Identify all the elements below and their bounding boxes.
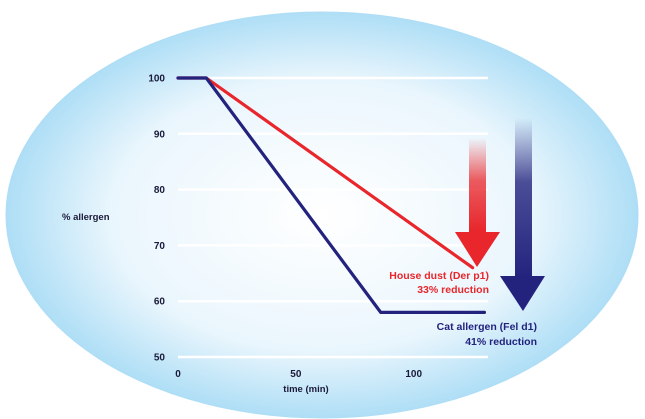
x-axis-title: time (min) [283, 384, 328, 395]
y-tick-label: 90 [154, 129, 166, 140]
y-tick-labels: 100 90 80 70 60 50 [148, 74, 165, 364]
cat-allergen-reduction: 41% reduction [465, 336, 537, 348]
house-dust-reduction: 33% reduction [417, 284, 489, 296]
x-tick-label: 0 [175, 369, 181, 380]
y-tick-label: 50 [154, 353, 166, 364]
house-dust-arrow [455, 138, 500, 267]
x-tick-label: 100 [405, 369, 422, 380]
y-axis-title: % allergen [62, 212, 110, 223]
y-tick-label: 60 [154, 297, 166, 308]
y-tick-label: 80 [154, 185, 166, 196]
grid-lines [178, 76, 488, 359]
x-tick-labels: 0 50 100 [175, 369, 422, 380]
house-dust-label: House dust (Der p1) [389, 270, 489, 282]
series-lines [176, 76, 487, 314]
series-line-1 [176, 76, 487, 314]
oval-background [2, 8, 642, 419]
y-tick-label: 70 [154, 241, 166, 252]
y-tick-label: 100 [148, 74, 165, 85]
x-tick-label: 50 [290, 369, 302, 380]
cat-allergen-arrow [500, 118, 545, 311]
cat-allergen-label: Cat allergen (Fel d1) [437, 321, 537, 333]
